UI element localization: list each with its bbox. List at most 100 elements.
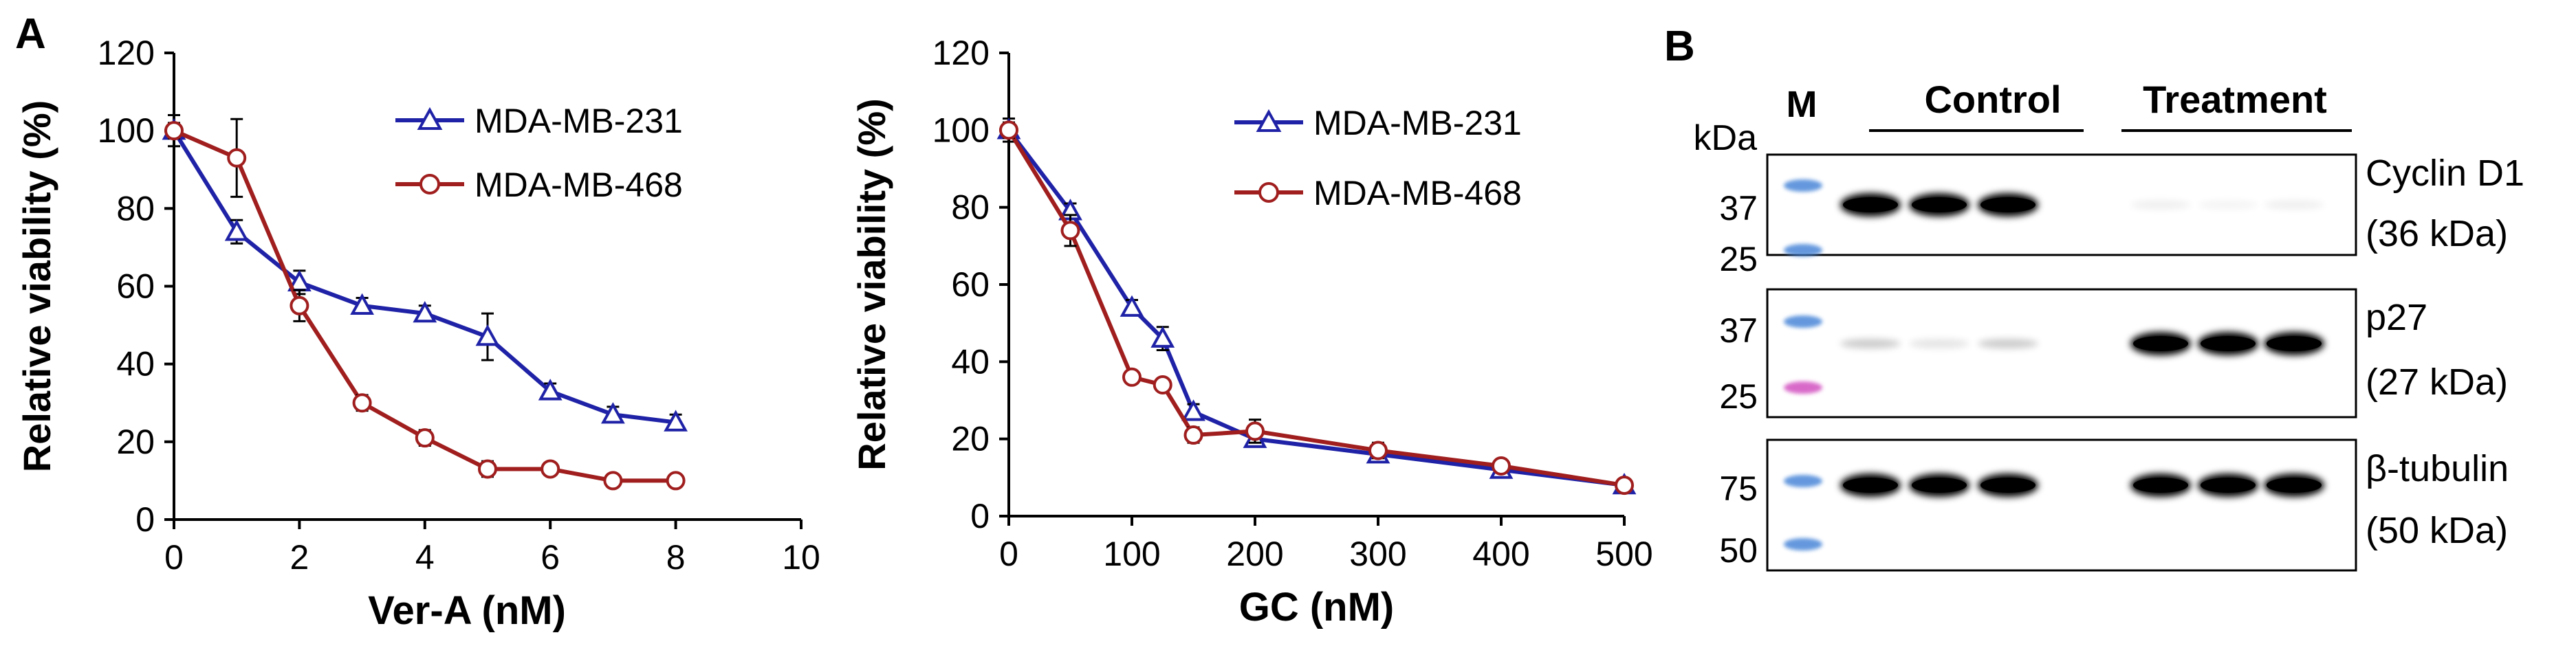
chart-ver-a: 0 20 40 60 80 100 120 0 2 4 6 8 10 Relative viability… [15,34,820,633]
data-point-triangle [413,300,437,323]
chart-gc: 0 20 40 60 80 100 120 0 100 200 300 400 500 Relative … [850,34,1653,630]
protein-band [2130,200,2191,210]
x-axis-title: Ver-A (nM) [368,588,566,633]
data-point-circle [352,393,372,413]
y-tick-label: 60 [951,265,990,304]
ladder-label: 25 [1719,240,1758,278]
ladder-band [1784,381,1822,394]
protein-band-core [1843,478,1898,493]
x-tick-label: 10 [782,538,820,577]
protein-band [1978,339,2038,348]
y-tick-label: 20 [951,420,990,458]
legend-marker-circle [419,174,440,194]
ladder-band [1784,179,1822,192]
ladder-label: 75 [1719,469,1758,508]
protein-band-core [2201,336,2256,351]
ladder-label: 37 [1719,311,1758,350]
protein-band [1840,339,1901,348]
x-tick-label: 8 [666,538,686,577]
protein-size-label: (50 kDa) [2366,510,2508,551]
y-tick-label: 0 [135,500,155,539]
legend-label: MDA-MB-468 [1313,174,1522,212]
marker-lane-label: M [1787,84,1818,125]
data-point-triangle [538,379,563,401]
protein-band [1909,339,1969,348]
legend-label: MDA-MB-231 [474,102,683,140]
y-tick-label: 0 [970,497,990,535]
data-point-circle [227,148,247,168]
data-point-triangle [664,410,688,432]
y-tick-label: 120 [932,34,990,72]
ladder-band [1784,315,1822,328]
protein-name-label: Cyclin D1 [2366,153,2524,194]
data-point-circle [999,120,1018,140]
data-point-triangle [1181,399,1205,421]
protein-band-core [2201,478,2256,493]
protein-name-label: β-tubulin [2366,448,2509,489]
protein-band-core [1843,197,1898,212]
protein-band-core [2267,336,2322,351]
blot-panel-beta-tubulin: 75 50 β-tubulin (50 kDa) [1719,438,2509,572]
kda-label: kDa [1694,118,1758,158]
protein-band-core [1980,197,2035,212]
data-point-circle [478,459,497,479]
protein-band [2198,200,2258,210]
data-point-triangle [350,293,374,315]
x-tick-label: 0 [164,538,184,577]
data-point-circle [603,471,623,491]
protein-band-core [2133,478,2188,493]
y-tick-label: 20 [116,423,155,461]
blot-panel-p27: 37 25 p27 (27 kDa) [1719,288,2508,419]
y-tick-label: 40 [951,342,990,381]
blot-membrane [1766,288,2357,419]
y-tick-label: 80 [951,188,990,227]
data-point-circle [1245,421,1265,441]
ladder-label: 50 [1719,531,1758,570]
x-tick-label: 2 [290,538,309,577]
y-tick-label: 100 [932,111,990,149]
protein-band [2264,200,2324,210]
data-point-triangle [1150,326,1175,348]
data-point-circle [666,471,686,491]
group-label-control: Control [1924,78,2061,121]
data-point-triangle [1120,295,1144,317]
y-tick-label: 100 [98,111,155,150]
panel-label-b: B [1664,23,1695,70]
data-point-circle [164,121,184,141]
protein-band-core [1912,478,1967,493]
panel-label-a: A [15,10,46,58]
x-tick-label: 0 [999,535,1018,573]
x-tick-label: 4 [415,538,435,577]
protein-size-label: (27 kDa) [2366,361,2508,403]
blot-panel-cyclin-d1: 37 25 Cyclin D1 (36 kDa) [1719,153,2524,278]
y-tick-label: 40 [116,345,155,383]
y-tick-label: 60 [116,267,155,306]
x-tick-label: 6 [541,538,560,577]
data-point-circle [541,459,560,479]
protein-band-core [2267,478,2322,493]
x-tick-label: 500 [1595,535,1652,573]
data-point-circle [1492,456,1511,476]
ladder-band [1784,538,1822,550]
legend-marker-triangle [417,107,443,130]
protein-name-label: p27 [2366,297,2427,338]
x-axis-title: GC (nM) [1239,585,1395,630]
protein-band-core [1980,478,2035,493]
group-label-treatment: Treatment [2143,78,2327,121]
x-tick-label: 300 [1349,535,1406,573]
data-point-triangle [224,219,249,241]
protein-band-core [2133,336,2188,351]
data-point-circle [1122,367,1142,387]
protein-size-label: (36 kDa) [2366,213,2508,254]
x-tick-label: 200 [1226,535,1283,573]
blot-membrane [1766,438,2357,572]
legend-marker-triangle [1256,109,1282,132]
data-point-circle [1615,476,1634,495]
protein-band-core [1912,197,1967,212]
data-point-circle [290,296,309,315]
data-point-circle [1368,441,1388,460]
x-tick-label: 400 [1472,535,1529,573]
data-point-circle [415,428,435,448]
ladder-band [1784,244,1822,256]
